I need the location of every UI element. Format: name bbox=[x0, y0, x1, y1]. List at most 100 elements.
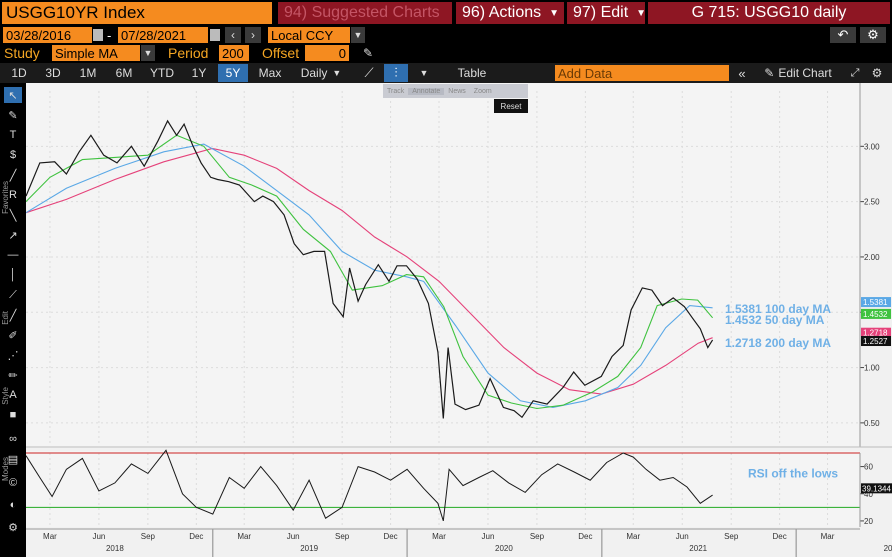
marker-icon[interactable]: ✏ bbox=[8, 369, 18, 382]
channel-icon[interactable]: ╲ bbox=[9, 209, 17, 222]
gear-icon[interactable]: ⚙ bbox=[871, 66, 883, 80]
resize-icon[interactable]: ⤢ bbox=[850, 66, 860, 79]
period-3d[interactable]: 3D bbox=[45, 66, 61, 80]
ticker-field[interactable]: USGG10YR Index bbox=[2, 2, 272, 24]
ma100-name-label: 1.5381 100 day MA bbox=[725, 302, 831, 316]
y-tick-label: 0.50 bbox=[864, 419, 880, 428]
next-range-button[interactable]: › bbox=[245, 27, 261, 43]
ray-icon[interactable]: ⟋ bbox=[9, 288, 17, 301]
collapse-icon[interactable]: « bbox=[738, 65, 746, 81]
x-year-label: 2021 bbox=[689, 544, 707, 553]
reset-label: Reset bbox=[500, 101, 522, 111]
pen-icon[interactable]: ✎ bbox=[8, 109, 18, 122]
settings-icon[interactable]: ⚙ bbox=[860, 27, 886, 43]
price-last-value-label: 1.2527 bbox=[863, 337, 888, 346]
x-tick-label: Dec bbox=[383, 532, 397, 541]
modes-side-label: Modes bbox=[1, 457, 10, 482]
price-last-value-tag bbox=[861, 336, 891, 347]
prev-range-button[interactable]: ‹ bbox=[225, 27, 241, 43]
period-1d[interactable]: 1D bbox=[11, 66, 27, 80]
chevron-down-icon: ▼ bbox=[549, 7, 560, 19]
edit-chart-button[interactable]: ✎ Edit Chart bbox=[755, 64, 841, 82]
ma50-series-line bbox=[25, 134, 714, 410]
fibonacci-icon[interactable]: $ bbox=[9, 149, 17, 161]
style-a-icon[interactable]: A bbox=[9, 389, 17, 401]
period-field[interactable]: 200 bbox=[219, 45, 249, 61]
suggested-charts-button[interactable]: 94) Suggested Charts bbox=[278, 2, 452, 24]
pencil-icon[interactable]: ✎ bbox=[362, 46, 374, 60]
draw-line-icon[interactable]: ╱ bbox=[9, 309, 17, 322]
undo-icon[interactable]: ↶ bbox=[830, 27, 856, 43]
horizontal-line-icon[interactable]: — bbox=[7, 249, 19, 261]
start-date-field[interactable]: 03/28/2016 bbox=[3, 27, 92, 43]
square-icon[interactable]: ■ bbox=[9, 409, 17, 421]
ma200-last-value-label: 1.2718 bbox=[863, 329, 888, 338]
period-5y[interactable]: 5Y bbox=[218, 64, 248, 82]
rsi-last-value-tag bbox=[861, 483, 892, 494]
text-icon[interactable]: T bbox=[9, 129, 17, 141]
palette-icon[interactable]: ◐ bbox=[9, 499, 17, 511]
reset-zoom-button[interactable]: Reset bbox=[494, 99, 528, 113]
chevron-down-icon: ▼ bbox=[636, 7, 645, 19]
cursor-icon[interactable]: ↖ bbox=[4, 87, 22, 103]
rsi-y-tick-label: 60 bbox=[864, 463, 873, 472]
study-bar: Study Simple MA ▼ Period 200 Offset 0 ✎ bbox=[0, 44, 892, 63]
x-tick-label: Sep bbox=[335, 532, 350, 541]
date-dash: - bbox=[107, 27, 112, 43]
track-button[interactable]: Track bbox=[387, 87, 405, 95]
date-range-bar: 03/28/2016 - 07/28/2021 ‹ › Local CCY ▼ … bbox=[0, 26, 892, 44]
gear-icon[interactable]: ⚙ bbox=[8, 521, 18, 534]
chart-mini-toolbar: Track Annotate News Zoom bbox=[383, 84, 528, 98]
x-tick-label: Mar bbox=[821, 532, 835, 541]
bar-chart-icon[interactable]: ⫶ bbox=[384, 64, 408, 82]
cycle-icon[interactable]: © bbox=[8, 477, 18, 489]
currency-dropdown[interactable]: ▼ bbox=[351, 27, 365, 43]
edit-label: 97) Edit bbox=[573, 4, 629, 21]
study-field[interactable]: Simple MA bbox=[52, 45, 140, 61]
y-tick-label: 1.00 bbox=[864, 364, 880, 373]
x-tick-label: Jun bbox=[92, 532, 105, 541]
x-tick-label: Jun bbox=[482, 532, 495, 541]
arrow-line-icon[interactable]: ↗ bbox=[8, 229, 18, 242]
calendar-icon[interactable] bbox=[93, 29, 103, 41]
pattern-icon[interactable]: ⋰ bbox=[7, 349, 19, 362]
trend-icon[interactable]: ╱ bbox=[9, 169, 17, 182]
ma200-name-label: 1.2718 200 day MA bbox=[725, 336, 831, 350]
x-year-label: 2018 bbox=[106, 544, 124, 553]
period-1m[interactable]: 1M bbox=[79, 66, 97, 80]
news-button[interactable]: News bbox=[448, 87, 466, 95]
zoom-button[interactable]: Zoom bbox=[473, 87, 492, 95]
x-tick-label: Jun bbox=[287, 532, 300, 541]
period-max[interactable]: Max bbox=[258, 66, 282, 80]
period-6m[interactable]: 6M bbox=[115, 66, 133, 80]
period-1y[interactable]: 1Y bbox=[191, 66, 207, 80]
line-chart-icon[interactable]: ⟋ bbox=[364, 65, 374, 80]
actions-label: 96) Actions bbox=[462, 4, 542, 21]
chart-type-dropdown[interactable]: ▼ bbox=[419, 68, 429, 78]
actions-menu[interactable]: 96) Actions ▼ bbox=[456, 2, 564, 24]
x-year-label: 2020 bbox=[495, 544, 513, 553]
add-data-input[interactable]: Add Data bbox=[555, 65, 729, 81]
currency-field[interactable]: Local CCY bbox=[268, 27, 350, 43]
annotate-button[interactable]: Annotate bbox=[408, 87, 445, 95]
layers-icon[interactable]: ▤ bbox=[7, 453, 19, 466]
link-icon[interactable]: ∞ bbox=[9, 433, 17, 445]
period-ytd[interactable]: YTD bbox=[150, 66, 174, 80]
retracement-icon[interactable]: R bbox=[9, 189, 17, 201]
brush-icon[interactable]: ✐ bbox=[8, 329, 18, 342]
offset-label: Offset bbox=[262, 45, 300, 61]
chart-canvas[interactable]: Mar Jun Sep Dec Mar Jun Sep Dec Mar Jun Sep Dec Mar J… bbox=[0, 83, 892, 557]
vertical-line-icon[interactable]: │ bbox=[9, 269, 17, 281]
pencil-icon: ✎ bbox=[764, 66, 775, 80]
frequency-dropdown[interactable]: Daily ▼ bbox=[292, 64, 350, 82]
rsi-annotation: RSI off the lows bbox=[748, 466, 838, 480]
x-tick-label: Sep bbox=[724, 532, 739, 541]
chart-area[interactable]: Mar Jun Sep Dec Mar Jun Sep Dec Mar Jun Sep Dec Mar J… bbox=[0, 83, 892, 557]
period-label: Period bbox=[168, 45, 209, 61]
end-date-field[interactable]: 07/28/2021 bbox=[118, 27, 208, 43]
table-button[interactable]: Table bbox=[457, 66, 487, 80]
offset-field[interactable]: 0 bbox=[305, 45, 349, 61]
edit-menu[interactable]: 97) Edit ▼ bbox=[567, 2, 645, 24]
calendar-icon[interactable] bbox=[210, 29, 220, 41]
study-dropdown[interactable]: ▼ bbox=[141, 45, 155, 61]
